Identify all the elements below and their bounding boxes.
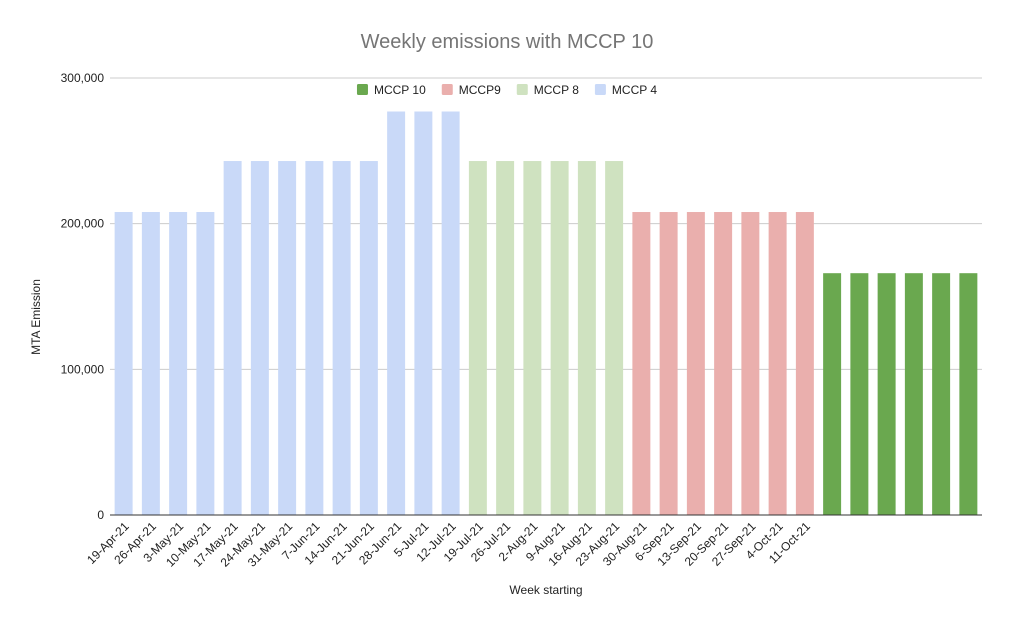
bar	[387, 111, 406, 515]
bar	[278, 161, 297, 515]
chart-title: Weekly emissions with MCCP 10	[361, 31, 654, 53]
y-tick-label: 0	[97, 508, 104, 522]
legend-swatch	[516, 84, 528, 95]
bar	[714, 212, 733, 515]
bar	[795, 212, 814, 515]
x-axis-label: Week starting	[509, 583, 582, 597]
legend-swatch	[441, 84, 453, 95]
bar	[959, 273, 978, 515]
bar	[523, 161, 542, 515]
bar	[223, 161, 242, 515]
bar	[741, 212, 760, 515]
legend-label: MCCP 10	[374, 83, 426, 97]
y-tick-label: 200,000	[61, 217, 105, 231]
bar	[823, 273, 842, 515]
bar	[877, 273, 896, 515]
bar	[904, 273, 923, 515]
y-tick-label: 300,000	[61, 71, 105, 85]
bar	[468, 161, 487, 515]
bars-group	[114, 111, 978, 515]
bar	[141, 212, 160, 515]
bar	[577, 161, 596, 515]
x-axis-ticks: 19-Apr-2126-Apr-213-May-2110-May-2117-Ma…	[84, 519, 813, 570]
bar	[632, 212, 651, 515]
bar	[686, 212, 705, 515]
bar	[359, 161, 378, 515]
bar	[332, 161, 351, 515]
legend-label: MCCP 8	[534, 83, 579, 97]
bar	[305, 161, 324, 515]
bar	[659, 212, 678, 515]
bar	[550, 161, 569, 515]
bar	[496, 161, 515, 515]
legend-swatch	[356, 84, 368, 95]
bar	[768, 212, 787, 515]
bar	[169, 212, 188, 515]
y-axis-ticks: 0 100,000 200,000 300,000	[61, 71, 105, 522]
legend-swatch	[594, 84, 606, 95]
bar	[414, 111, 433, 515]
bar	[196, 212, 215, 515]
bar	[850, 273, 869, 515]
bar	[932, 273, 951, 515]
legend: MCCP 10 MCCP9 MCCP 8 MCCP 4	[356, 83, 657, 97]
bar	[250, 161, 269, 515]
bar	[605, 161, 624, 515]
y-axis-label: MTA Emission	[29, 279, 43, 355]
bar	[114, 212, 133, 515]
legend-label: MCCP9	[459, 83, 501, 97]
bar	[441, 111, 460, 515]
legend-label: MCCP 4	[612, 83, 657, 97]
y-tick-label: 100,000	[61, 362, 105, 376]
